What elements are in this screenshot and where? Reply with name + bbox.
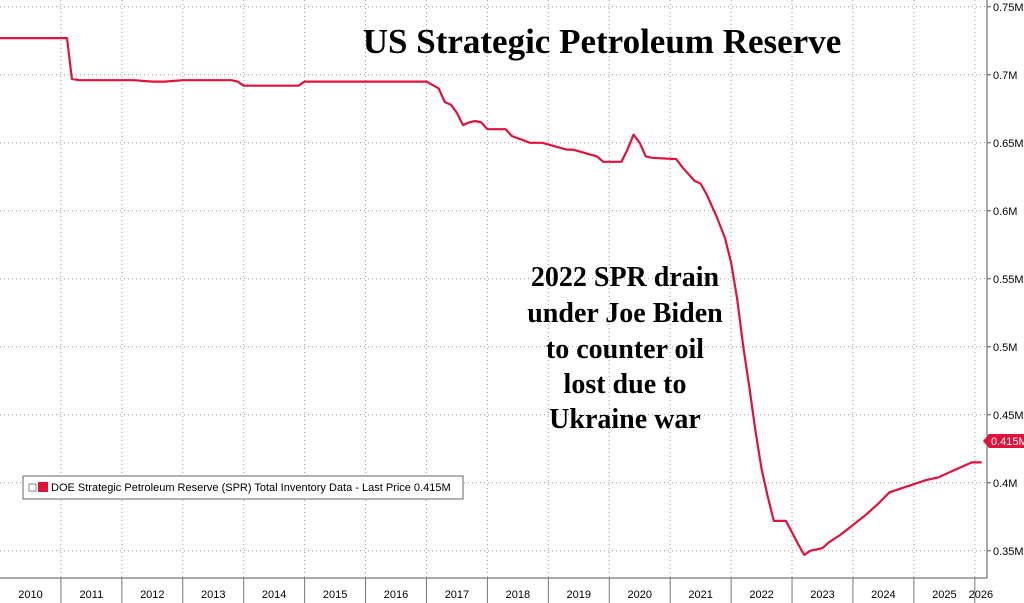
y-tick-label: 0.55M	[993, 274, 1024, 286]
y-tick-label: 0.4M	[993, 478, 1017, 490]
annotation-line-4: lost due to	[564, 369, 687, 400]
x-tick-label: 2010	[18, 589, 42, 601]
series-line	[0, 37, 982, 556]
annotation-line-3: to counter oil	[546, 334, 704, 365]
x-tick-label: 2018	[506, 589, 530, 601]
x-tick-label: 2013	[201, 589, 225, 601]
x-tick-label: 2025	[932, 589, 956, 601]
x-tick-label: 2020	[627, 589, 651, 601]
last-price-tag: 0.415M	[983, 434, 1024, 448]
x-tick-label: 2023	[810, 589, 834, 601]
legend-swatch	[38, 482, 48, 492]
chart-title: US Strategic Petroleum Reserve	[363, 22, 841, 61]
y-axis-ticks: 0.35M 0.4M 0.45M 0.5M 0.55M 0.6M 0.65M 0.7M 0.75…	[993, 2, 1024, 558]
last-price-label: 0.415M	[991, 436, 1024, 448]
series-group	[0, 37, 982, 556]
y-tick-label: 0.75M	[993, 2, 1024, 14]
y-tick-label: 0.7M	[993, 70, 1017, 82]
annotation-line-2: under Joe Biden	[527, 298, 723, 329]
y-tick-label: 0.6M	[993, 206, 1017, 218]
legend-toggle-icon[interactable]	[28, 483, 37, 492]
annotation: 2022 SPR drain under Joe Biden to counte…	[527, 262, 723, 435]
x-tick-label: 2016	[384, 589, 408, 601]
x-tick-label: 2017	[445, 589, 469, 601]
annotation-line-1: 2022 SPR drain	[531, 262, 720, 293]
x-tick-label: 2024	[871, 589, 895, 601]
x-tick-label: 2022	[749, 589, 773, 601]
y-tick-label: 0.45M	[993, 410, 1024, 422]
y-tick-label: 0.65M	[993, 138, 1024, 150]
y-tick-label: 0.5M	[993, 342, 1017, 354]
y-tick-label: 0.35M	[993, 546, 1024, 558]
last-price-marker	[983, 434, 1024, 448]
x-tick-label: 2026	[969, 589, 993, 601]
x-tick-label: 2021	[688, 589, 712, 601]
axes	[0, 0, 991, 603]
legend-box	[22, 475, 464, 500]
grid-lines	[0, 0, 987, 578]
x-axis-ticks: 2010 2011 2012 2013 2014 2015 2016 2017 2018 2019…	[18, 589, 993, 601]
x-tick-label: 2012	[140, 589, 164, 601]
x-tick-label: 2019	[567, 589, 591, 601]
x-tick-label: 2015	[323, 589, 347, 601]
x-tick-label: 2014	[262, 589, 286, 601]
legend: DOE Strategic Petroleum Reserve (SPR) To…	[22, 475, 464, 500]
annotation-line-5: Ukraine war	[549, 404, 701, 435]
x-tick-label: 2011	[80, 589, 104, 601]
legend-entry: DOE Strategic Petroleum Reserve (SPR) To…	[51, 482, 451, 494]
